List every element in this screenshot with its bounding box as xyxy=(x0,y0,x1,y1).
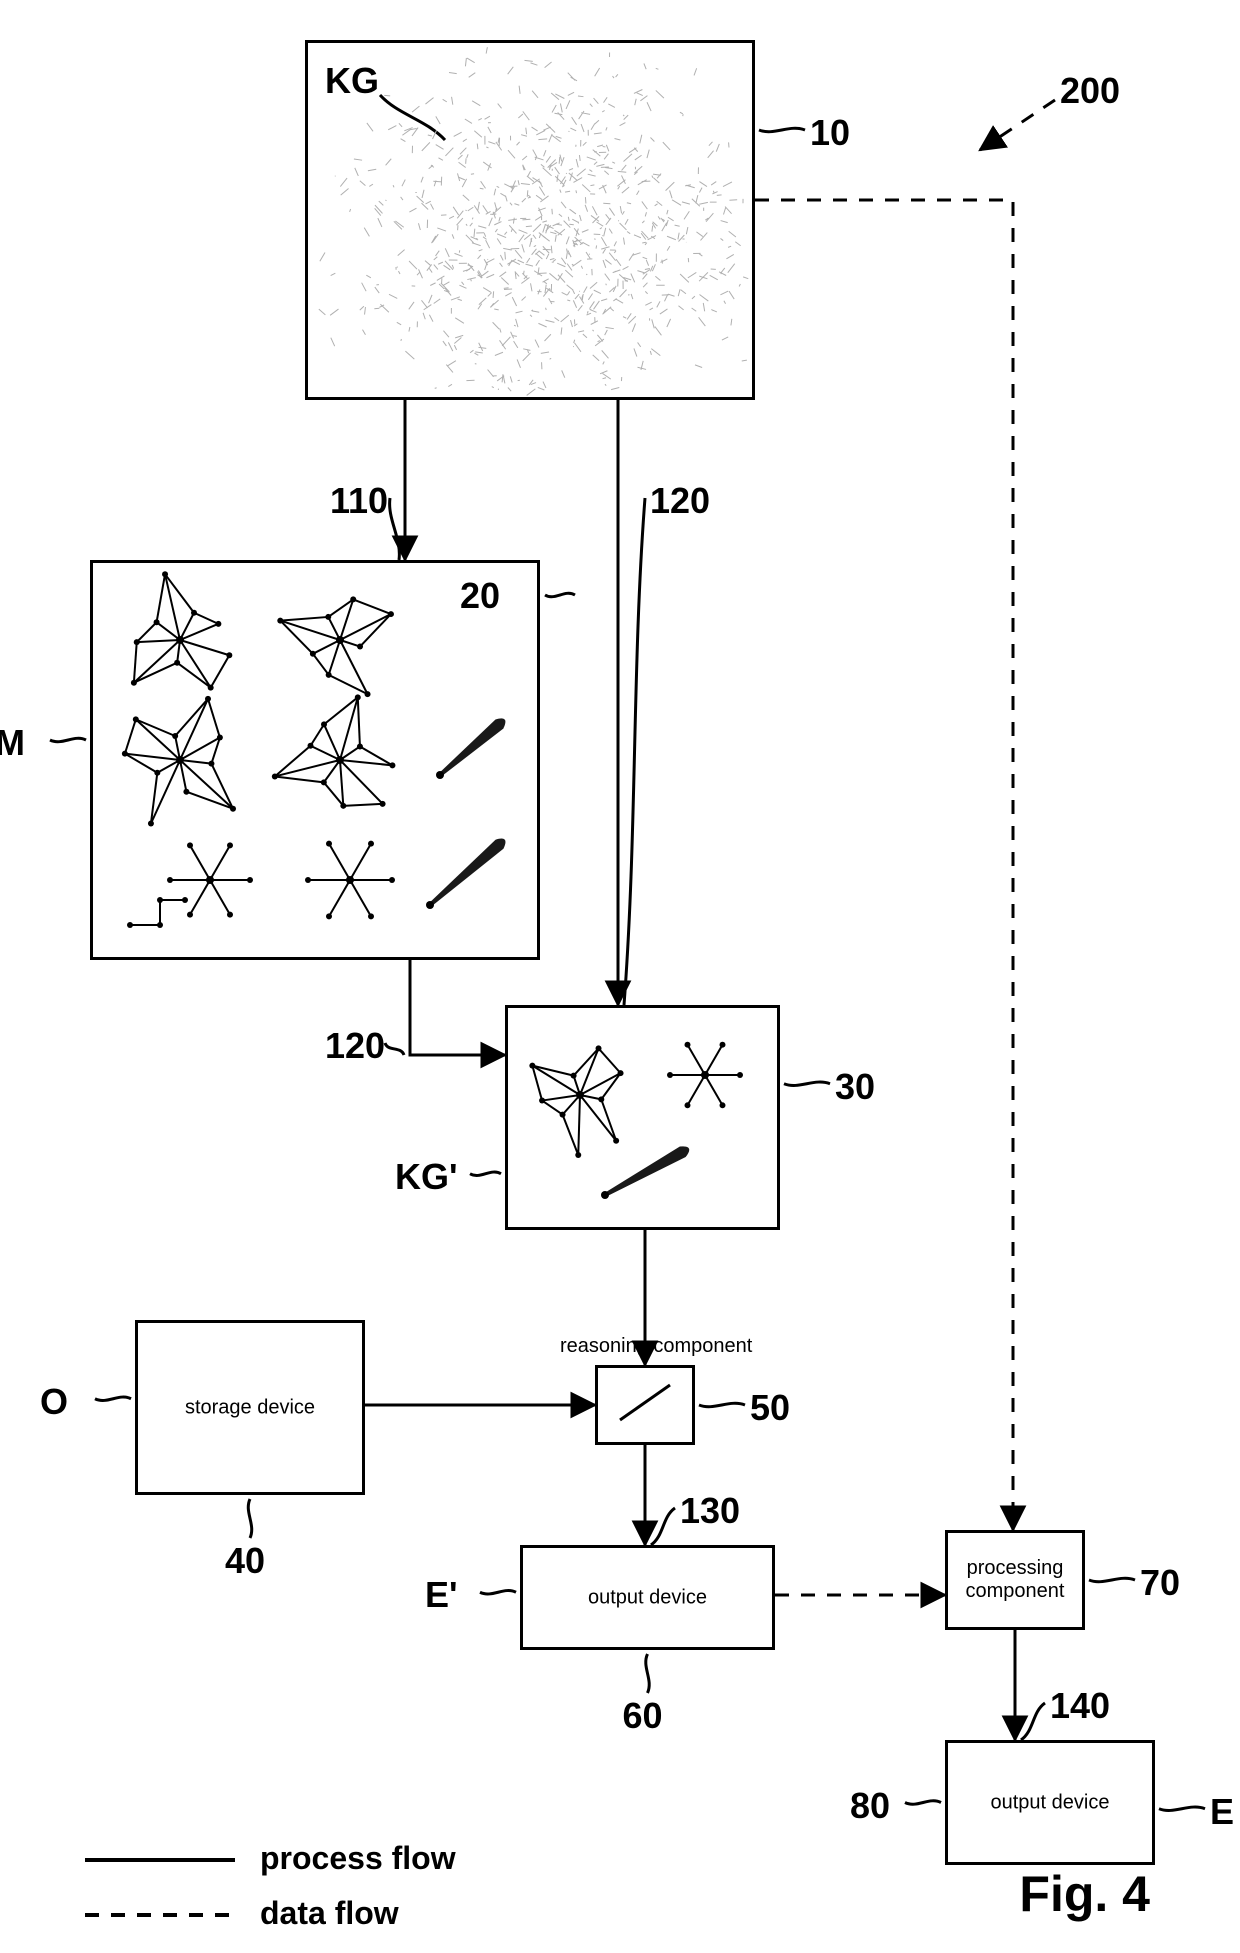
box-reasoning-50 xyxy=(595,1365,695,1445)
label-kgprime: KG' xyxy=(395,1156,458,1198)
label-20: 20 xyxy=(460,575,500,617)
label-e: E xyxy=(1210,1791,1234,1833)
label-110: 110 xyxy=(330,480,388,522)
label-o: O xyxy=(40,1381,68,1423)
box-kgprime-30 xyxy=(505,1005,780,1230)
label-m: M xyxy=(0,722,25,764)
label-140: 140 xyxy=(1050,1685,1110,1727)
label-kg: KG xyxy=(325,60,379,102)
label-120b: 120 xyxy=(325,1025,385,1067)
label-storage-device: storage device xyxy=(142,1396,358,1419)
label-reasoning-component: reasoning component xyxy=(560,1335,752,1358)
label-70: 70 xyxy=(1140,1562,1180,1604)
label-processing-component: processing component xyxy=(952,1557,1078,1603)
figure-label: Fig. 4 xyxy=(1019,1865,1150,1923)
diagram-stage: KG 10 200 M 20 KG' 30 O 40 storage devic… xyxy=(0,0,1240,1953)
label-30: 30 xyxy=(835,1066,875,1108)
label-40: 40 xyxy=(225,1540,265,1582)
legend-data-flow: data flow xyxy=(260,1895,399,1932)
label-120a: 120 xyxy=(650,480,710,522)
label-output-device-60: output device xyxy=(527,1586,768,1609)
label-eprime: E' xyxy=(425,1574,458,1616)
label-50: 50 xyxy=(750,1387,790,1429)
label-200: 200 xyxy=(1060,70,1120,112)
label-80: 80 xyxy=(850,1785,890,1827)
legend-process-flow: process flow xyxy=(260,1840,456,1877)
label-60: 60 xyxy=(623,1695,663,1737)
label-10: 10 xyxy=(810,112,850,154)
label-130: 130 xyxy=(680,1490,740,1532)
box-m-20 xyxy=(90,560,540,960)
label-output-device-80: output device xyxy=(952,1791,1148,1814)
